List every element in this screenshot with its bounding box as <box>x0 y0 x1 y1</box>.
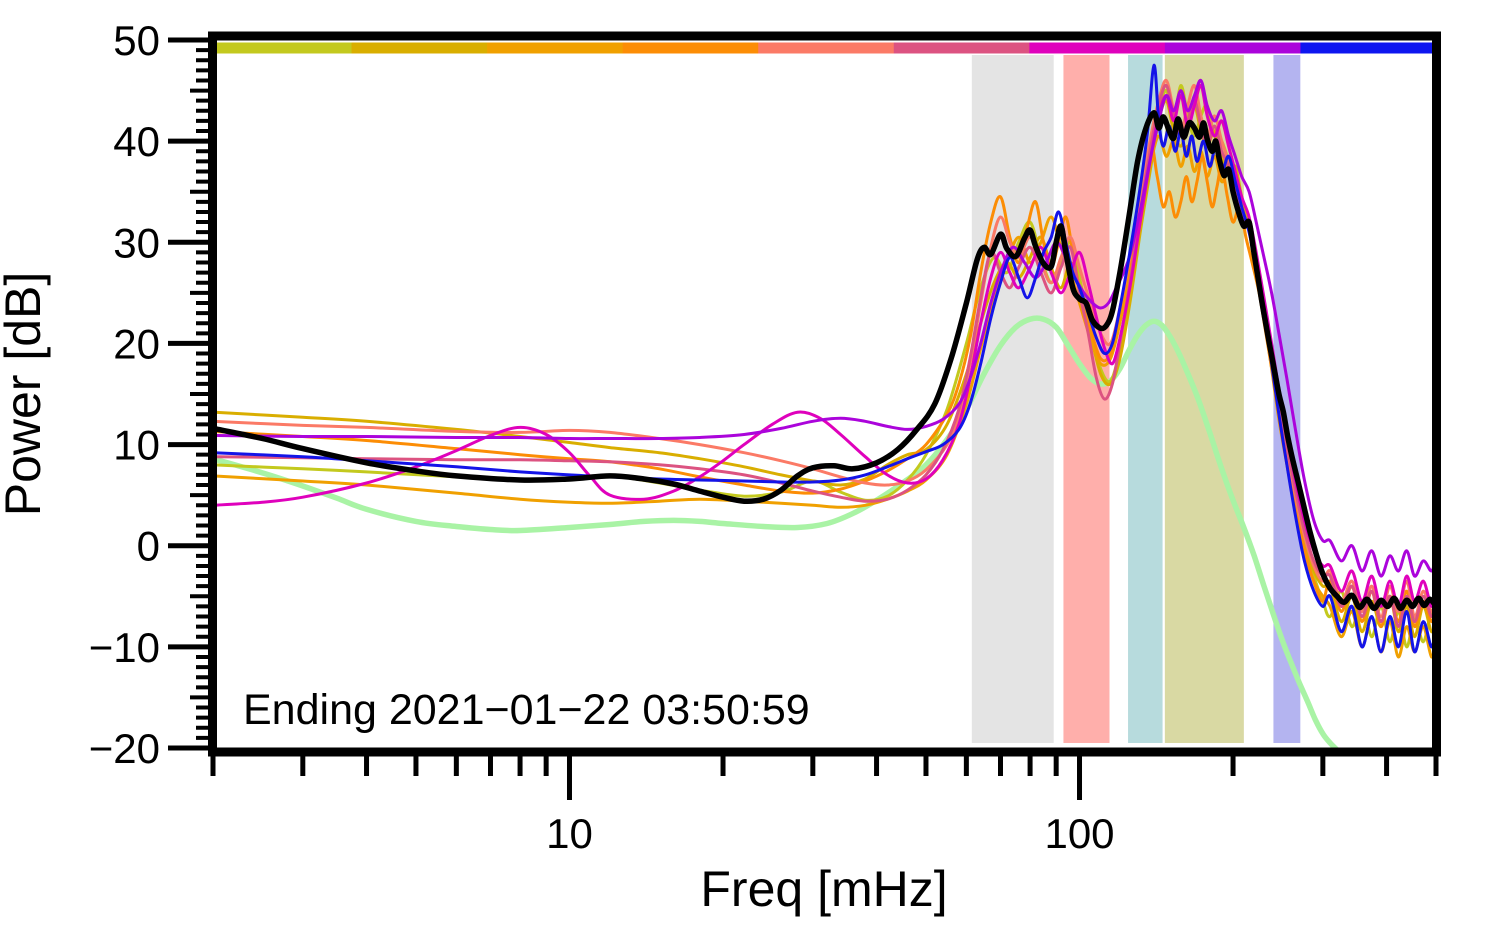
plot-frame <box>208 31 1441 757</box>
color-bar-segment-1 <box>216 42 353 54</box>
y-tick-label: 0 <box>137 523 160 570</box>
curve-segment-7-spectrum <box>217 83 1432 608</box>
spectra-curves <box>217 63 1432 751</box>
ending-timestamp-annotation: Ending 2021−01−22 03:50:59 <box>243 686 810 734</box>
color-bar-segment-6 <box>893 42 1030 54</box>
color-bar-segment-3 <box>487 42 624 54</box>
curve-segment-9-spectrum <box>217 63 1432 654</box>
x-tick-label: 10 <box>546 810 593 857</box>
curve-reference-model <box>217 315 1342 751</box>
curve-segment-3-spectrum <box>217 134 1432 659</box>
color-bar-segment-8 <box>1164 42 1301 54</box>
color-bar-segment-7 <box>1029 42 1166 54</box>
curve-mean-spectrum <box>217 110 1432 612</box>
y-tick-label: 20 <box>113 320 160 367</box>
x-axis-title: Freq [mHz] <box>700 861 947 917</box>
curve-segment-8-spectrum <box>217 78 1432 578</box>
y-tick-label: 50 <box>113 17 160 64</box>
color-bar-segment-2 <box>351 42 488 54</box>
color-bar-segment-4 <box>622 42 759 54</box>
y-tick-label: 10 <box>113 422 160 469</box>
axis-tick-labels: −20 −10 0 10 20 30 40 50 10 100 <box>89 17 1115 857</box>
color-bar-segment-5 <box>758 42 895 54</box>
axis-ticks <box>168 37 1439 800</box>
band-pink <box>1063 55 1110 743</box>
y-tick-label: −10 <box>89 624 160 671</box>
y-axis-title: Power [dB] <box>0 272 51 517</box>
x-tick-label: 100 <box>1044 810 1114 857</box>
y-tick-label: 30 <box>113 219 160 266</box>
curve-segment-1-spectrum <box>217 83 1432 649</box>
segment-color-bar <box>216 42 1437 54</box>
color-bar-segment-9 <box>1300 42 1437 54</box>
axes-frame <box>208 31 1441 757</box>
curve-segment-5-spectrum <box>217 78 1432 619</box>
band-gray <box>971 55 1054 743</box>
y-tick-label: 40 <box>113 118 160 165</box>
y-tick-label: −20 <box>89 725 160 772</box>
